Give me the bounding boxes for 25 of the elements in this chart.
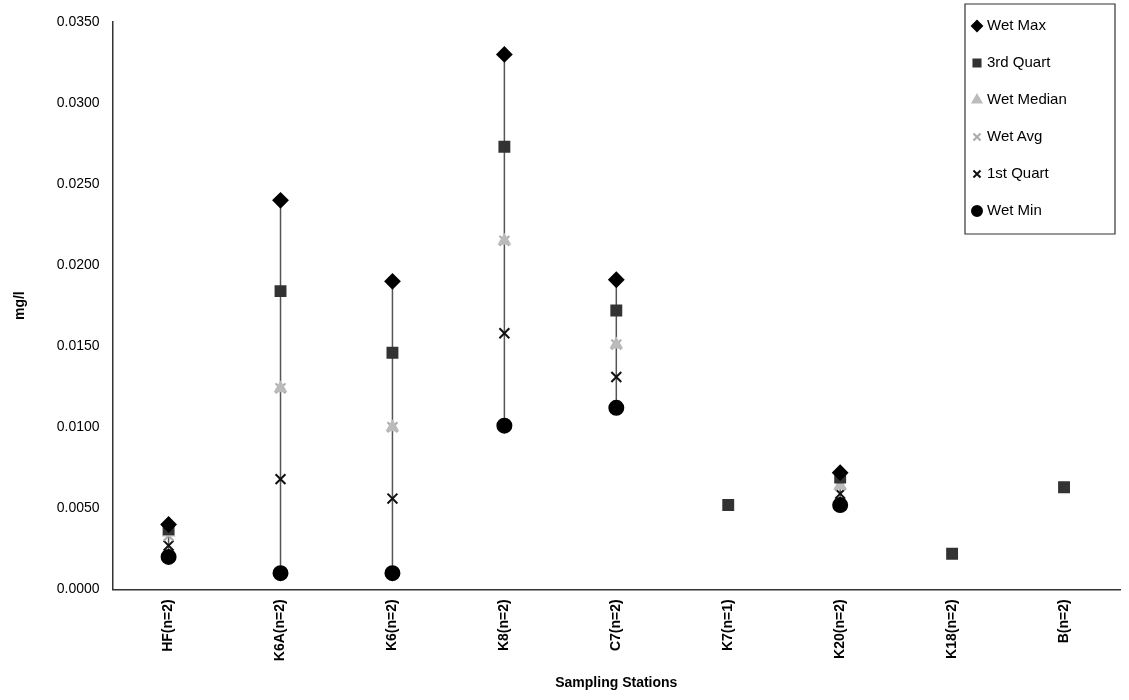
y-tick-label: 0.0100	[56, 418, 100, 435]
y-axis-title: mg/l	[11, 291, 28, 321]
y-tick-label: 0.0300	[56, 93, 100, 110]
y-tick-label: 0.0350	[56, 12, 100, 29]
y-tick-label: 0.0150	[56, 337, 100, 354]
x-tick-label: K6(n=2)	[383, 599, 400, 652]
x-tick-label: K18(n=2)	[942, 599, 959, 659]
y-tick-label: 0.0050	[56, 499, 100, 516]
legend-label: Wet Median	[987, 90, 1067, 108]
legend-label: 1st Quart	[987, 164, 1050, 182]
x-tick-label: B(n=2)	[1054, 599, 1071, 644]
legend-label: Wet Max	[987, 16, 1047, 34]
legend-label: 3rd Quart	[987, 53, 1052, 71]
x-tick-label: K6A(n=2)	[271, 599, 288, 662]
y-tick-label: 0.0200	[56, 256, 100, 273]
legend-label: Wet Min	[987, 201, 1042, 219]
x-tick-label: HF(n=2)	[159, 599, 176, 652]
y-tick-label: 0.0250	[56, 174, 100, 191]
x-tick-label: C7(n=2)	[607, 599, 624, 652]
x-tick-label: K8(n=2)	[495, 599, 512, 652]
x-tick-label: K7(n=1)	[719, 599, 736, 652]
x-tick-label: K20(n=2)	[831, 599, 848, 659]
y-tick-label: 0.0000	[56, 580, 100, 597]
x-axis-title: Sampling Stations	[555, 674, 678, 691]
legend-label: Wet Avg	[987, 127, 1043, 145]
